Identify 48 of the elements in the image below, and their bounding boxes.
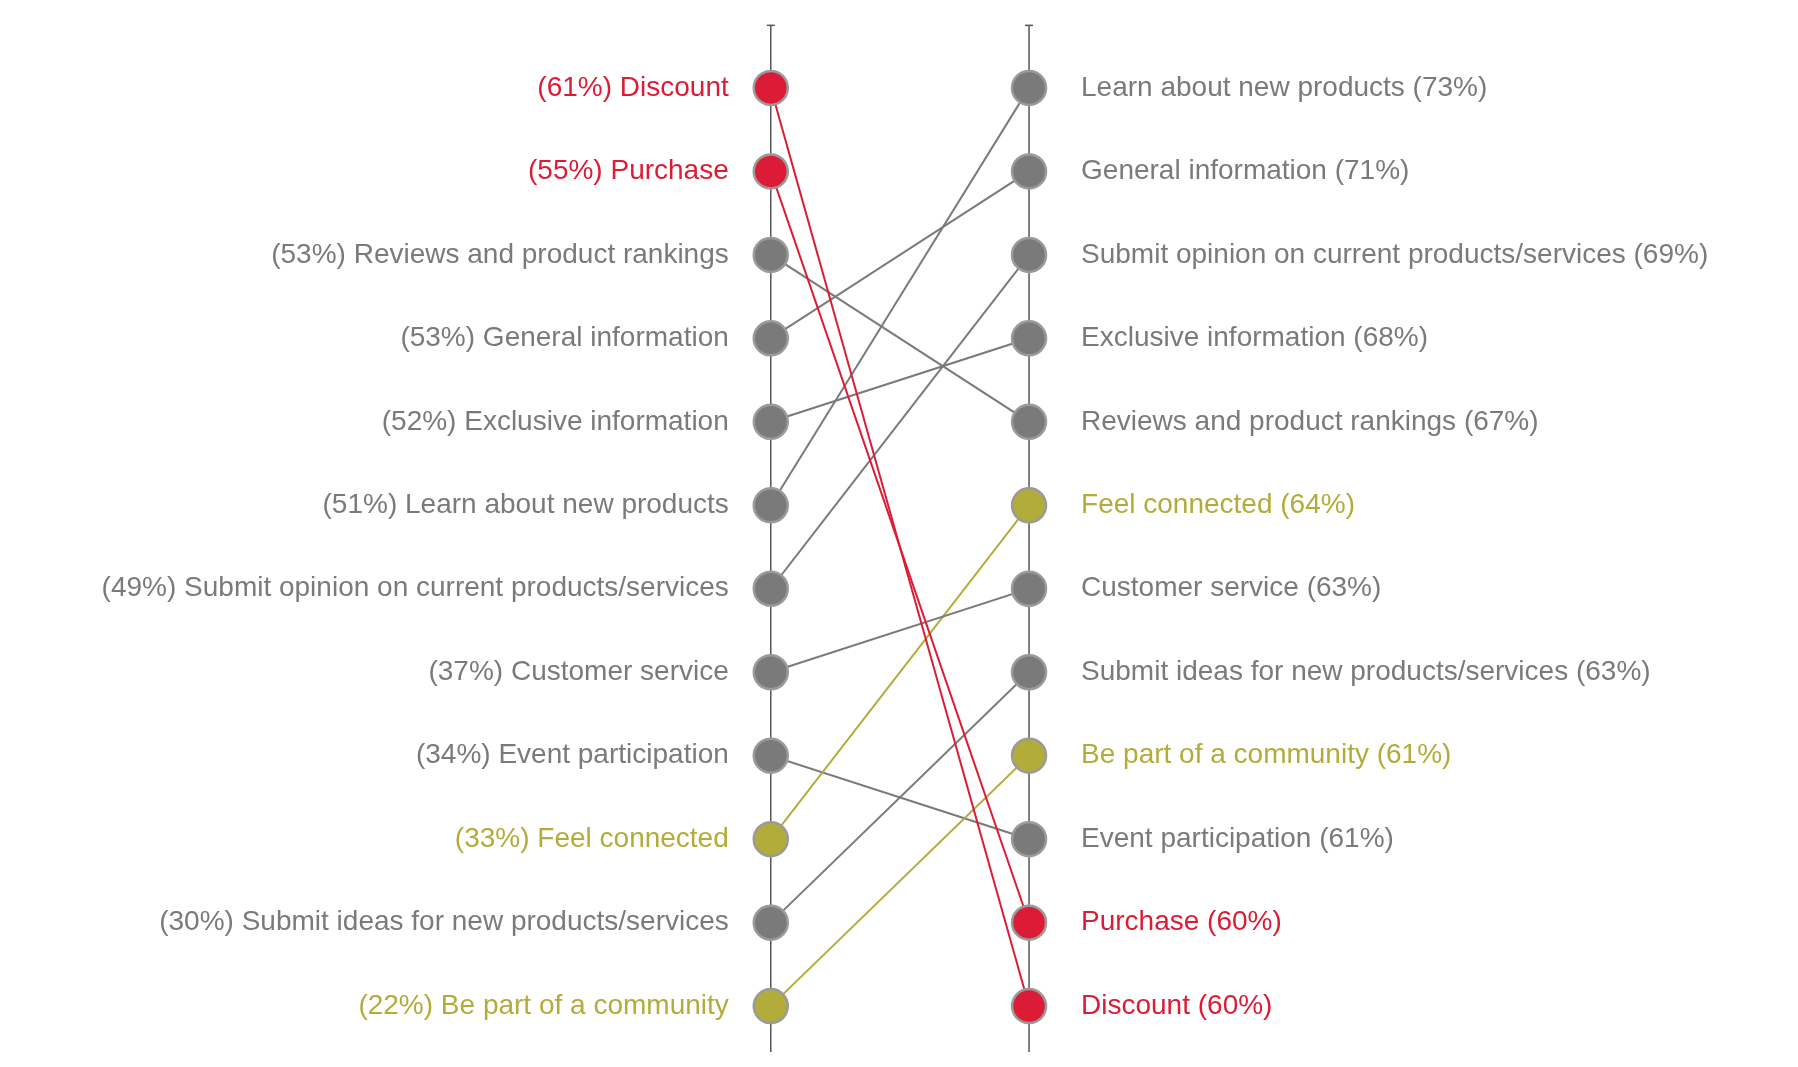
data-label: (53%) [271, 237, 346, 269]
data-label: (49%) [101, 571, 177, 603]
data-label: (33%) [454, 821, 530, 853]
data-label: (67%) [1463, 404, 1539, 436]
category-label: Event participation [1081, 821, 1312, 853]
data-label: (61%) [1319, 821, 1394, 853]
category-label: General information [482, 321, 729, 353]
category-label: Learn about new products [404, 488, 729, 520]
data-label: (63%) [1306, 571, 1382, 603]
category-label: Submit opinion on current products/services [1081, 237, 1626, 269]
category-label: Learn about new products [1081, 70, 1405, 102]
category-label: Feel connected [537, 821, 729, 853]
category-label: Submit ideas for new products/services [241, 905, 729, 937]
data-label: (51%) [322, 488, 398, 520]
category-label: Discount [1081, 988, 1190, 1020]
category-label: Purchase [1081, 905, 1200, 937]
data-label: (55%) [528, 154, 603, 186]
category-label: Submit opinion on current products/services [184, 571, 729, 603]
data-label: (37%) [428, 654, 504, 686]
category-label: Be part of a community [1081, 738, 1369, 770]
category-label: Reviews and product rankings [353, 237, 729, 269]
data-label: (68%) [1353, 321, 1429, 353]
category-label: Customer service [1081, 571, 1299, 603]
data-label: (61%) [1376, 738, 1452, 770]
category-label: Submit ideas for new products/services [1081, 654, 1569, 686]
data-label: (60%) [1197, 988, 1273, 1020]
data-label: (60%) [1207, 905, 1282, 937]
data-label: (53%) [400, 321, 476, 353]
data-label: (64%) [1280, 488, 1355, 520]
data-label: (71%) [1334, 154, 1410, 186]
category-label: Customer service [510, 654, 729, 686]
category-label: Feel connected [1081, 488, 1273, 520]
category-label: Reviews and product rankings [1081, 404, 1457, 436]
data-label: (22%) [358, 988, 434, 1020]
category-label: General information [1081, 154, 1327, 186]
data-label: (63%) [1575, 654, 1651, 686]
data-label: (61%) [537, 70, 613, 102]
data-label: (69%) [1633, 237, 1709, 269]
data-label: (52%) [381, 404, 457, 436]
data-label: (34%) [415, 738, 491, 770]
category-label: Be part of a community [440, 988, 729, 1020]
category-label: Exclusive information [1081, 321, 1346, 353]
category-label: Discount [619, 70, 729, 102]
category-label: Event participation [498, 738, 729, 770]
data-label: (73%) [1412, 70, 1488, 102]
data-label: (30%) [159, 905, 234, 937]
category-label: Exclusive information [464, 404, 729, 436]
category-label: Purchase [610, 154, 729, 186]
